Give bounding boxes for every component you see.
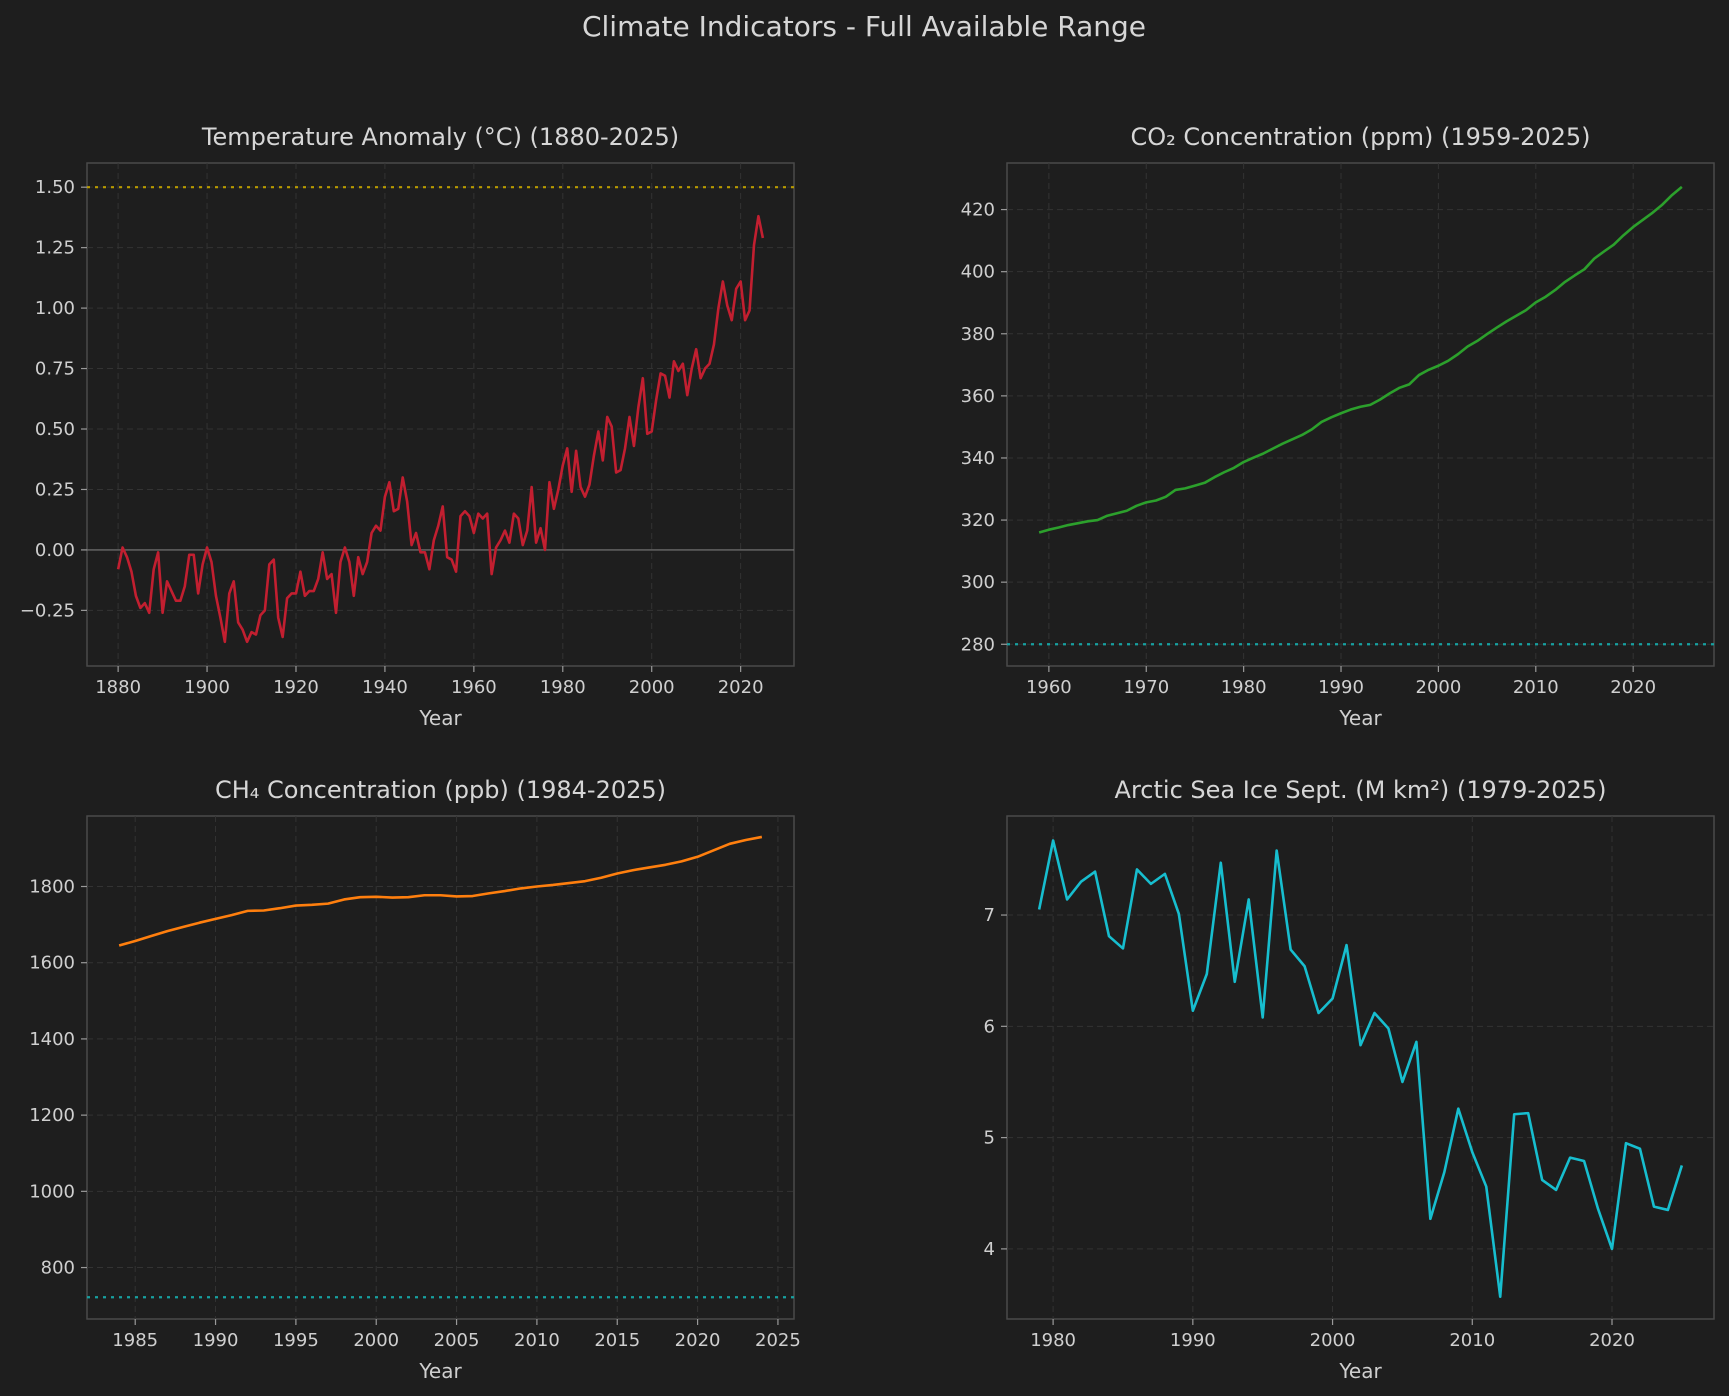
- figure-suptitle: Climate Indicators - Full Available Rang…: [582, 10, 1146, 43]
- x-tick-label: 2025: [755, 1330, 801, 1351]
- x-tick-label: 1990: [1170, 1330, 1216, 1351]
- x-tick-label: 2020: [718, 677, 764, 698]
- y-tick-label: 400: [961, 262, 995, 283]
- x-tick-label: 2015: [594, 1330, 640, 1351]
- y-tick-label: 300: [961, 572, 995, 593]
- x-tick-label: 2000: [353, 1330, 399, 1351]
- y-tick-label: 6: [984, 1016, 995, 1037]
- y-tick-label: 0.75: [35, 359, 75, 380]
- y-tick-label: 1800: [29, 876, 75, 897]
- panel-title: CH₄ Concentration (ppb) (1984-2025): [215, 776, 666, 804]
- panel-seaice: 1980 1990 2000 2010 2020 4 5 6 7 Arctic Sea Ice S…: [984, 776, 1715, 1383]
- x-axis-label: Year: [1338, 706, 1382, 730]
- y-tick-label: 0.00: [35, 540, 75, 561]
- x-tick-label: 2000: [1416, 677, 1462, 698]
- y-tick-label: 320: [961, 510, 995, 531]
- y-tick-label: 420: [961, 200, 995, 221]
- y-tick-label: 1.25: [35, 238, 75, 259]
- x-tick-label: 2005: [434, 1330, 480, 1351]
- x-tick-label: 1980: [540, 677, 586, 698]
- y-tick-label: 7: [984, 905, 995, 926]
- x-tick-label: 1940: [362, 677, 408, 698]
- x-axis-label: Year: [418, 706, 462, 730]
- panel-co2: 1960 1970 1980 1990 2000 2010 2020 280 300 320 340…: [961, 123, 1715, 730]
- x-tick-label: 1985: [112, 1330, 158, 1351]
- series-line-seaice: [1037, 839, 1684, 1299]
- y-tick-label: 360: [961, 386, 995, 407]
- x-tick-label: 1990: [1318, 677, 1364, 698]
- panel-title: CO₂ Concentration (ppm) (1959-2025): [1130, 123, 1590, 151]
- y-tick-label: 280: [961, 634, 995, 655]
- plot-area: [86, 162, 795, 667]
- panel-temp: 1880 1900 1920 1940 1960 1980 2000 2020 −0.25 0.0…: [20, 123, 795, 730]
- y-tick-label: 800: [41, 1258, 75, 1279]
- y-tick-label: 340: [961, 448, 995, 469]
- x-tick-label: 2020: [1589, 1330, 1635, 1351]
- y-tick-label: 4: [984, 1239, 995, 1260]
- x-tick-label: 1990: [193, 1330, 239, 1351]
- x-tick-label: 1920: [273, 677, 319, 698]
- y-tick-label: 1000: [29, 1181, 75, 1202]
- panel-title: Temperature Anomaly (°C) (1880-2025): [201, 123, 679, 151]
- x-axis-label: Year: [1338, 1359, 1382, 1383]
- panel-title: Arctic Sea Ice Sept. (M km²) (1979-2025): [1115, 776, 1607, 804]
- plot-area: [1006, 162, 1715, 667]
- series-line-temp: [116, 214, 765, 644]
- x-tick-label: 2010: [1449, 1330, 1495, 1351]
- y-tick-label: 380: [961, 324, 995, 345]
- y-tick-label: 1400: [29, 1029, 75, 1050]
- y-tick-label: 1.00: [35, 298, 75, 319]
- x-tick-label: 2010: [514, 1330, 560, 1351]
- x-tick-label: 2000: [1310, 1330, 1356, 1351]
- x-tick-label: 2000: [629, 677, 675, 698]
- x-tick-label: 2010: [1513, 677, 1559, 698]
- x-tick-label: 2020: [1610, 677, 1656, 698]
- y-tick-label: 1.50: [35, 177, 75, 198]
- x-tick-label: 1960: [451, 677, 497, 698]
- plot-area: [1006, 815, 1715, 1320]
- panel-ch4: 1985 1990 1995 2000 2005 2010 2015 2020 2025 800 1…: [29, 776, 801, 1383]
- x-tick-label: 1900: [184, 677, 230, 698]
- x-tick-label: 1980: [1221, 677, 1267, 698]
- x-tick-label: 1995: [273, 1330, 319, 1351]
- series-line-ch4: [118, 835, 763, 947]
- y-tick-label: 0.25: [35, 479, 75, 500]
- y-tick-label: 5: [984, 1128, 995, 1149]
- series-line-co2: [1038, 185, 1683, 534]
- x-tick-label: 1980: [1030, 1330, 1076, 1351]
- x-tick-label: 1880: [95, 677, 141, 698]
- y-tick-label: −0.25: [20, 600, 75, 621]
- y-tick-label: 1600: [29, 953, 75, 974]
- y-tick-label: 1200: [29, 1105, 75, 1126]
- plot-area: [86, 815, 795, 1320]
- x-tick-label: 1960: [1026, 677, 1072, 698]
- x-tick-label: 1970: [1123, 677, 1169, 698]
- x-tick-label: 2020: [675, 1330, 721, 1351]
- x-axis-label: Year: [418, 1359, 462, 1383]
- y-tick-label: 0.50: [35, 419, 75, 440]
